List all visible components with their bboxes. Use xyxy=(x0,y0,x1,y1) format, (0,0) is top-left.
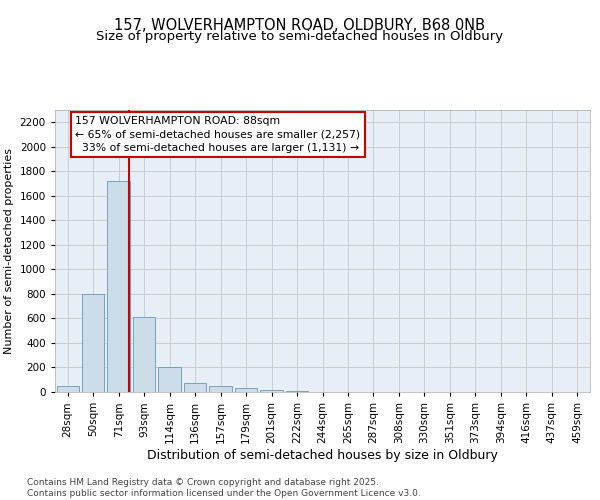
Text: 157, WOLVERHAMPTON ROAD, OLDBURY, B68 0NB: 157, WOLVERHAMPTON ROAD, OLDBURY, B68 0N… xyxy=(115,18,485,32)
Y-axis label: Number of semi-detached properties: Number of semi-detached properties xyxy=(4,148,14,354)
Text: Contains HM Land Registry data © Crown copyright and database right 2025.
Contai: Contains HM Land Registry data © Crown c… xyxy=(27,478,421,498)
Text: Size of property relative to semi-detached houses in Oldbury: Size of property relative to semi-detach… xyxy=(97,30,503,43)
Bar xyxy=(260,390,283,392)
Bar xyxy=(56,386,79,392)
Bar xyxy=(133,317,155,392)
Bar xyxy=(107,181,130,392)
Bar xyxy=(235,388,257,392)
Bar xyxy=(82,294,104,392)
Bar xyxy=(184,383,206,392)
Bar xyxy=(158,367,181,392)
Bar xyxy=(209,386,232,392)
X-axis label: Distribution of semi-detached houses by size in Oldbury: Distribution of semi-detached houses by … xyxy=(147,448,498,462)
Text: 157 WOLVERHAMPTON ROAD: 88sqm
← 65% of semi-detached houses are smaller (2,257)
: 157 WOLVERHAMPTON ROAD: 88sqm ← 65% of s… xyxy=(76,116,361,152)
